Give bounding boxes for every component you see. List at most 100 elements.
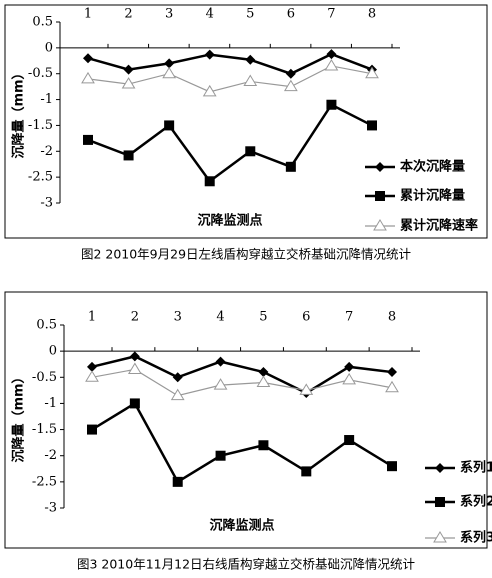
legend-label: 系列1	[460, 460, 492, 476]
caption: 图3 2010年11月12日右线盾构穿越立交桥基础沉降情况统计	[77, 557, 415, 572]
point	[375, 191, 385, 201]
legend-label: 系列3	[460, 530, 492, 546]
y-tick-label: -0.5	[28, 66, 53, 81]
y-tick-label: 0.5	[32, 15, 53, 30]
point	[164, 120, 175, 131]
x-tick-label: 5	[259, 310, 267, 325]
legend-label: 累计沉降量	[400, 188, 465, 204]
point	[172, 372, 183, 383]
point	[83, 134, 93, 145]
point	[127, 362, 142, 374]
x-tick-label: 7	[327, 7, 335, 22]
chart: 0.5 0 -0.5 -1 -1.5 -2 -2.5 -3 1 2 3 4 5 6 7 8 沉降量（mm） 沉降监…	[4, 4, 488, 262]
chart-frame	[4, 4, 488, 239]
point	[433, 531, 447, 543]
point	[164, 58, 175, 69]
point	[301, 466, 312, 477]
point	[83, 53, 93, 64]
y-tick-label: 0.5	[36, 318, 57, 333]
y-tick-label: -2	[44, 448, 57, 463]
point	[121, 77, 136, 89]
x-tick-label: 6	[302, 310, 310, 325]
legend-label: 累计沉降速率	[400, 218, 478, 234]
point	[365, 66, 379, 79]
y-tick-label: -0.5	[32, 370, 57, 385]
point	[326, 49, 337, 60]
point	[129, 351, 140, 362]
x-tick-label: 1	[84, 7, 92, 22]
y-tick-label: -2.5	[28, 170, 53, 185]
point	[344, 361, 355, 372]
x-axis-label: 沉降监测点	[209, 518, 274, 534]
y-tick-label: -3	[40, 196, 53, 211]
point	[299, 383, 314, 395]
point	[213, 378, 228, 390]
x-tick-label: 7	[345, 310, 353, 325]
point	[385, 380, 399, 393]
y-tick-label: -2.5	[32, 474, 57, 489]
point	[215, 356, 226, 367]
chart: 0.5 0 -0.5 -1 -1.5 -2 -2.5 -3 1 2 3 4 5 6 7 8 沉降量（mm） 沉降监…	[4, 291, 492, 572]
y-axis-label: 沉降量（mm）	[11, 66, 27, 158]
point	[435, 497, 445, 507]
point	[258, 367, 269, 378]
chart-frame	[4, 291, 488, 549]
point	[87, 424, 97, 435]
point	[85, 370, 99, 382]
caption: 图2 2010年9月29日左线盾构穿越立交桥基础沉降情况统计	[81, 247, 411, 262]
series-line	[91, 368, 393, 397]
series-line	[91, 401, 393, 484]
point	[256, 375, 271, 388]
x-tick-label: 5	[246, 7, 254, 22]
y-axis-label: 沉降量（mm）	[11, 370, 27, 462]
y-tick-label: -3	[44, 501, 57, 516]
point	[375, 162, 385, 172]
point	[435, 463, 445, 473]
legend-label: 本次沉降量	[400, 159, 465, 175]
y-tick-label: -1	[40, 92, 53, 107]
point	[245, 146, 256, 157]
point	[123, 64, 134, 75]
point	[172, 476, 183, 487]
point	[367, 120, 377, 131]
series-line	[87, 65, 373, 93]
point	[387, 461, 397, 472]
point	[123, 150, 134, 161]
point	[285, 161, 296, 172]
y-tick-label: -1.5	[28, 118, 53, 133]
series-line	[91, 355, 393, 395]
point	[283, 79, 298, 92]
point	[243, 74, 258, 86]
point	[258, 440, 269, 451]
x-tick-label: 4	[206, 7, 214, 22]
y-tick-label: -1	[44, 396, 57, 411]
point	[324, 58, 339, 71]
x-tick-label: 8	[368, 7, 376, 22]
point	[342, 372, 357, 385]
point	[129, 398, 140, 409]
x-tick-label: 3	[174, 310, 182, 325]
x-tick-label: 6	[287, 7, 295, 22]
legend-label: 系列2	[460, 494, 492, 510]
point	[87, 361, 97, 372]
point	[387, 367, 397, 378]
y-tick-label: 0	[45, 40, 53, 55]
x-tick-label: 4	[216, 310, 224, 325]
point	[204, 176, 215, 187]
point	[170, 388, 185, 401]
x-axis-label: 沉降监测点	[197, 213, 262, 229]
x-tick-label: 2	[131, 310, 139, 325]
y-tick-label: 0	[49, 344, 57, 359]
y-tick-label: -2	[40, 144, 53, 159]
point	[344, 435, 355, 446]
point	[373, 219, 387, 231]
point	[162, 66, 177, 79]
point	[285, 68, 296, 79]
x-tick-label: 8	[388, 310, 396, 325]
point	[326, 99, 337, 110]
point	[215, 450, 226, 461]
point	[204, 49, 215, 60]
x-tick-label: 3	[165, 7, 173, 22]
x-tick-label: 1	[88, 310, 96, 325]
